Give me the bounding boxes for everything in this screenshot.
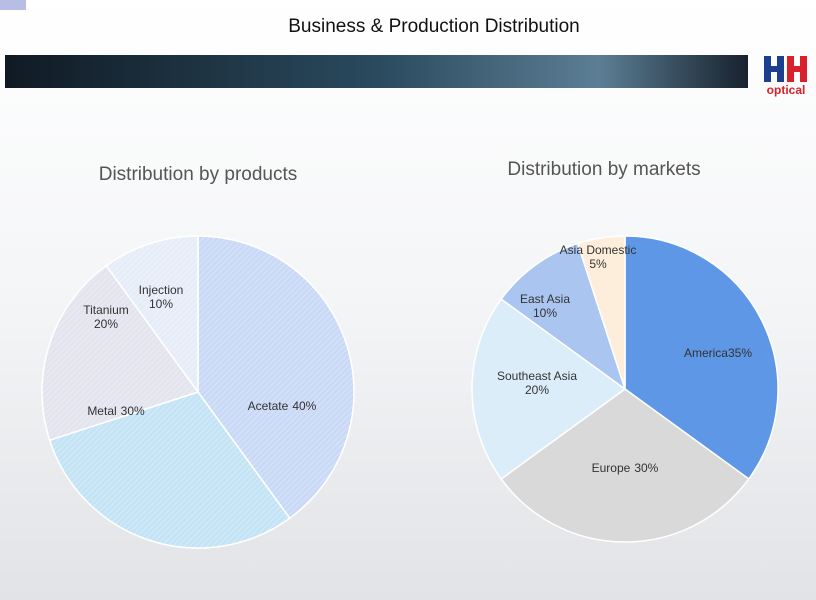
- pie-slice: [471, 298, 627, 480]
- slice-texture: [49, 392, 290, 548]
- corner-mark: [0, 0, 26, 10]
- label-category: Titanium: [83, 303, 129, 317]
- label-value: 20%: [94, 317, 118, 331]
- label-value: 40%: [292, 399, 316, 413]
- slice-texture: [106, 236, 198, 392]
- label-value: 10%: [533, 306, 557, 320]
- label-category: Southeast Asia: [497, 369, 577, 383]
- chart-title: Distribution by products: [99, 164, 298, 185]
- slice-label: East Asia 10%: [520, 292, 570, 320]
- label-category: Metal: [87, 404, 116, 418]
- label-value: 35%: [728, 346, 752, 360]
- label-value: 20%: [525, 383, 549, 397]
- label-value: 30%: [634, 461, 658, 475]
- slice-texture: [41, 265, 198, 441]
- label-category: Europe: [592, 461, 631, 475]
- pie-slice: [624, 235, 779, 480]
- label-category: Acetate: [248, 399, 289, 413]
- label-value: 10%: [149, 297, 173, 311]
- label-category: Injection: [139, 283, 184, 297]
- label-value: 5%: [589, 257, 607, 271]
- label-category: Asia Domestic: [560, 243, 637, 257]
- pie-slice: [576, 235, 626, 390]
- label-category: East Asia: [520, 292, 570, 306]
- slice-label: Metal 30%: [87, 404, 145, 418]
- slice-label: Europe 30%: [592, 461, 659, 475]
- slice-label: Southeast Asia 20%: [497, 369, 577, 397]
- slice-texture: [198, 236, 355, 519]
- slice-label: Asia Domestic 5%: [560, 243, 637, 271]
- chart-title: Distribution by markets: [507, 159, 700, 180]
- slice-label: Titanium 20%: [83, 303, 129, 331]
- label-value: 30%: [121, 404, 145, 418]
- slice-label: Acetate 40%: [248, 399, 317, 413]
- banner: [5, 55, 748, 88]
- page-title: Business & Production Distribution: [288, 16, 579, 37]
- pie-slice: [500, 388, 750, 543]
- pie-slice: [500, 242, 627, 391]
- slice-label: Injection 10%: [139, 283, 184, 311]
- logo-text: optical: [767, 83, 806, 97]
- slice-label: America35%: [684, 346, 752, 360]
- logo-mark: [764, 56, 807, 82]
- label-category: America: [684, 346, 728, 360]
